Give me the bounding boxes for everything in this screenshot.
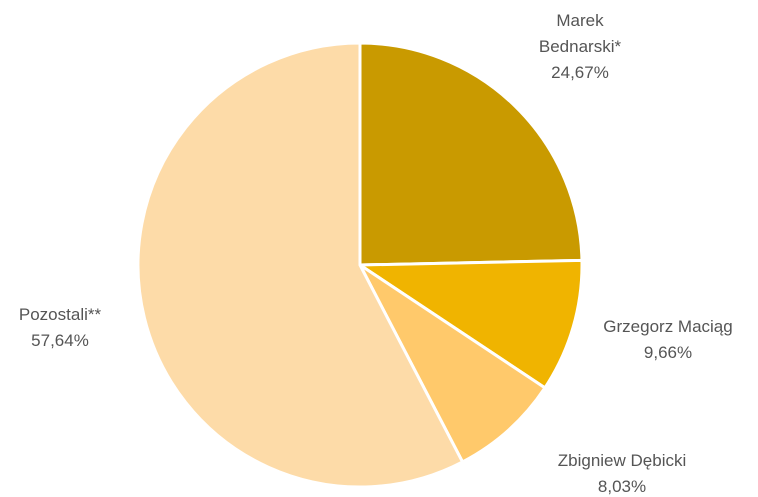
value-label: 57,64% xyxy=(31,331,89,350)
category-name: Marek Bednarski* xyxy=(538,11,622,56)
pie-slice xyxy=(358,41,584,267)
category-name: Pozostali** xyxy=(18,305,102,324)
pie-slice xyxy=(358,263,548,464)
slice-label: Grzegorz Maciąg 9,66% xyxy=(573,314,758,366)
value-label: 9,66% xyxy=(643,343,693,362)
slice-label: Zbigniew Dębicki 8,03% xyxy=(522,448,722,497)
pie-slice xyxy=(136,41,465,489)
value-label: 8,03% xyxy=(597,477,647,496)
pie-slice xyxy=(355,258,584,390)
slice-label: Marek Bednarski* 24,67% xyxy=(525,8,635,86)
category-name: Zbigniew Dębicki xyxy=(557,451,687,470)
slice-label: Pozostali** 57,64% xyxy=(0,302,130,354)
category-name: Grzegorz Maciąg xyxy=(603,317,733,336)
value-label: 24,67% xyxy=(551,63,609,82)
